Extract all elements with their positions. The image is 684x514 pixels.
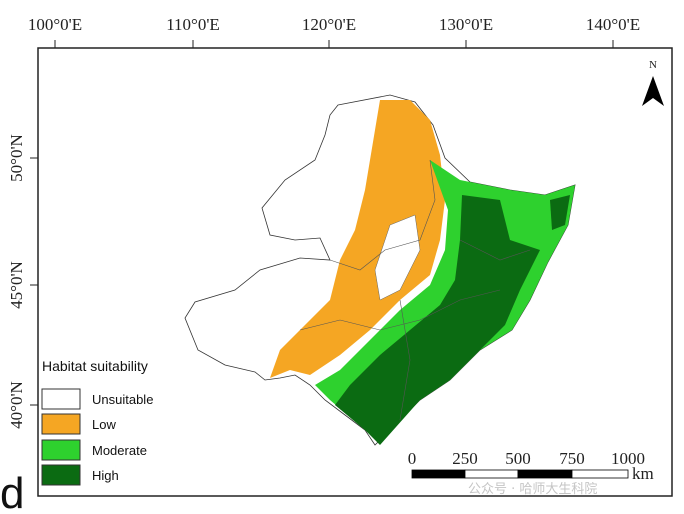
legend-label: Moderate [92,443,147,458]
scale-label: 250 [452,449,478,468]
north-arrow [642,76,664,106]
unsuitable-patch [374,214,421,301]
x-tick-label: 140°0'E [586,15,640,34]
scale-label: 1000 [611,449,645,468]
high-area [335,195,540,445]
legend-swatch [41,464,81,486]
legend-title: Habitat suitability [42,358,148,374]
y-tick-label: 45°0'N [7,261,26,309]
x-tick-label: 100°0'E [28,15,82,34]
high-area [550,195,570,230]
boundaries [299,159,531,421]
y-tick-label: 50°0'N [7,134,26,182]
scale-label: 750 [559,449,585,468]
low-area [270,100,445,378]
scale-label: 500 [505,449,531,468]
legend-swatch [41,388,81,410]
scale-label: 0 [408,449,417,468]
legend-label: Unsuitable [92,392,153,407]
panel-label: d [0,469,24,514]
habitat-map [184,94,576,446]
y-tick-marks [30,157,38,406]
scale-bar [411,469,629,479]
x-tick-marks [54,40,614,48]
legend-swatch [41,413,81,435]
north-label: N [649,59,657,71]
x-tick-label: 120°0'E [302,15,356,34]
y-tick-label: 40°0'N [7,381,26,429]
legend-label: High [92,468,119,483]
x-tick-label: 110°0'E [166,15,220,34]
legend-swatch [41,439,81,461]
x-tick-label: 130°0'E [439,15,493,34]
scale-unit: km [632,464,654,483]
legend-label: Low [92,417,116,432]
watermark: 公众号 · 哈师大生科院 [468,482,597,497]
